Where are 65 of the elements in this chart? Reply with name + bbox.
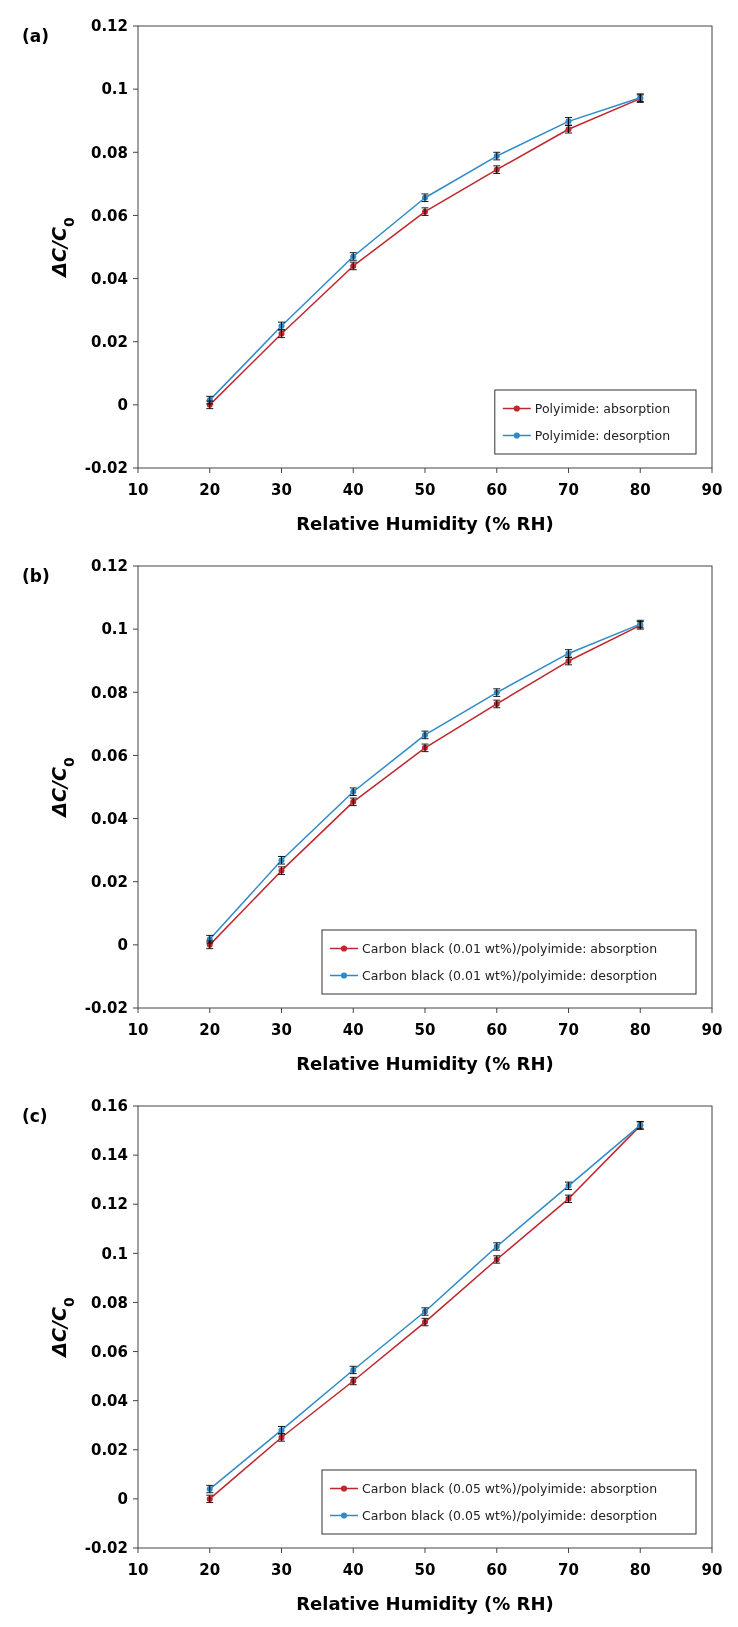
- x-tick-label: 80: [629, 481, 651, 499]
- y-tick-label: 0.06: [90, 206, 128, 225]
- y-tick-label: 0.08: [90, 143, 128, 162]
- y-tick-label: 0.06: [90, 746, 128, 765]
- y-tick-label: -0.02: [84, 1539, 128, 1558]
- y-tick-label: 0.08: [90, 1293, 128, 1312]
- x-tick-label: 70: [558, 481, 579, 499]
- y-tick-label: 0.04: [90, 269, 128, 288]
- y-tick-label: 0: [117, 936, 128, 955]
- y-tick-label: -0.02: [84, 999, 128, 1018]
- x-tick-label: 60: [486, 481, 508, 499]
- legend-label: Carbon black (0.01 wt%)/polyimide: desorption: [362, 967, 658, 983]
- y-tick-label: 0.12: [90, 1195, 128, 1214]
- y-tick-label: 0.12: [90, 17, 128, 36]
- legend-label: Polyimide: absorption: [534, 400, 671, 416]
- y-tick-label: 0.02: [90, 1441, 128, 1460]
- y-tick-label: 0.1: [101, 1244, 128, 1263]
- x-tick-label: 20: [199, 1021, 221, 1039]
- x-tick-label: 10: [127, 1021, 149, 1039]
- legend-label: Carbon black (0.05 wt%)/polyimide: absorption: [362, 1480, 658, 1496]
- x-tick-label: 70: [558, 1021, 579, 1039]
- x-tick-label: 90: [701, 1021, 723, 1039]
- x-tick-label: 40: [342, 1021, 364, 1039]
- x-tick-label: 50: [414, 481, 436, 499]
- y-tick-label: 0.04: [90, 1391, 128, 1410]
- chart-title: (a): [22, 26, 50, 46]
- y-tick-label: 0.14: [90, 1146, 128, 1165]
- x-tick-label: 30: [271, 1561, 292, 1579]
- x-tick-label: 90: [701, 481, 723, 499]
- x-tick-label: 10: [127, 1561, 149, 1579]
- x-tick-label: 80: [629, 1021, 651, 1039]
- y-tick-label: 0.08: [90, 683, 128, 702]
- x-tick-label: 50: [414, 1021, 436, 1039]
- x-tick-label: 40: [342, 481, 364, 499]
- x-tick-label: 60: [486, 1561, 508, 1579]
- x-tick-label: 30: [271, 481, 292, 499]
- x-tick-label: 30: [271, 1021, 292, 1039]
- y-tick-label: 0: [117, 1490, 128, 1509]
- legend-label: Carbon black (0.05 wt%)/polyimide: desorption: [362, 1507, 658, 1523]
- y-tick-label: 0.02: [90, 872, 128, 891]
- x-tick-label: 40: [342, 1561, 364, 1579]
- y-tick-label: 0.12: [90, 557, 128, 576]
- x-tick-label: 20: [199, 1561, 221, 1579]
- x-tick-label: 20: [199, 481, 221, 499]
- x-tick-label: 60: [486, 1021, 508, 1039]
- x-tick-label: 50: [414, 1561, 436, 1579]
- x-tick-label: 70: [558, 1561, 579, 1579]
- x-tick-label: 90: [701, 1561, 723, 1579]
- y-tick-label: -0.02: [84, 459, 128, 478]
- x-axis-title: Relative Humidity (% RH): [296, 1593, 554, 1614]
- x-axis-title: Relative Humidity (% RH): [296, 1053, 554, 1074]
- y-tick-label: 0.06: [90, 1342, 128, 1361]
- x-tick-label: 10: [127, 481, 149, 499]
- x-tick-label: 80: [629, 1561, 651, 1579]
- chart-title: (b): [22, 566, 50, 586]
- y-tick-label: 0.16: [90, 1097, 128, 1116]
- chart-title: (c): [22, 1106, 48, 1126]
- x-axis-title: Relative Humidity (% RH): [296, 513, 554, 534]
- legend-label: Carbon black (0.01 wt%)/polyimide: absorption: [362, 940, 658, 956]
- y-tick-label: 0: [117, 396, 128, 415]
- y-tick-label: 0.1: [101, 80, 128, 99]
- legend-label: Polyimide: desorption: [534, 427, 671, 443]
- y-tick-label: 0.04: [90, 809, 128, 828]
- y-tick-label: 0.02: [90, 332, 128, 351]
- y-tick-label: 0.1: [101, 620, 128, 639]
